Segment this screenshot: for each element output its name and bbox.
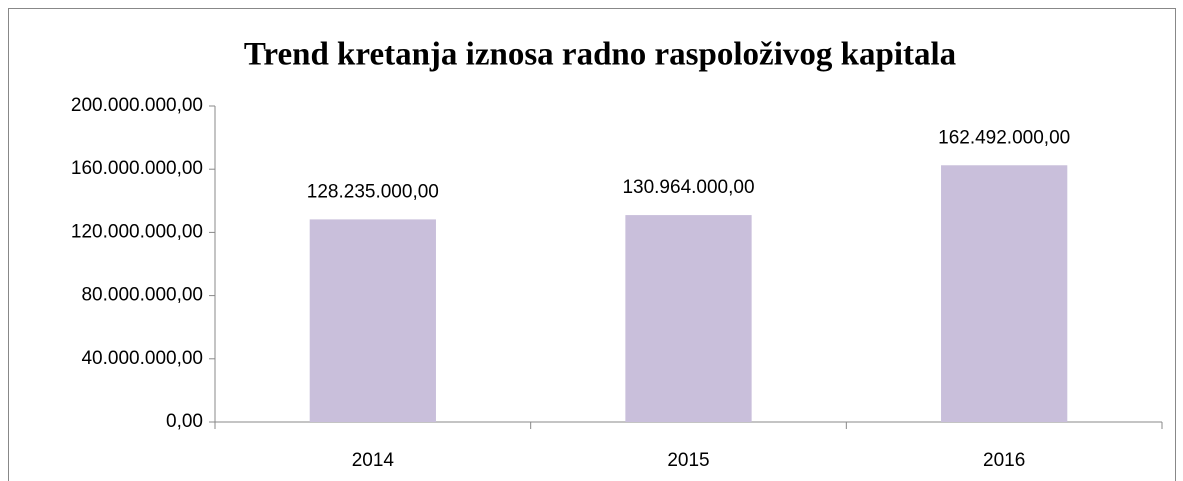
- x-tick-label: 2015: [667, 450, 709, 471]
- bar: [309, 219, 436, 422]
- y-tick-label: 120.000.000,00: [71, 221, 203, 242]
- bar: [941, 165, 1068, 422]
- y-tick-label: 200.000.000,00: [71, 95, 203, 116]
- x-tick-label: 2014: [352, 450, 395, 471]
- data-label: 128.235.000,00: [307, 181, 439, 202]
- y-tick-label: 160.000.000,00: [71, 158, 203, 179]
- y-tick-label: 80.000.000,00: [81, 285, 203, 306]
- data-label: 162.492.000,00: [938, 127, 1070, 148]
- chart-title: Trend kretanja iznosa radno raspoloživog…: [244, 37, 956, 73]
- data-label: 130.964.000,00: [622, 177, 754, 198]
- y-tick-label: 0,00: [166, 411, 203, 432]
- x-tick-label: 2016: [983, 450, 1025, 471]
- chart-border: [8, 8, 1176, 481]
- y-tick-label: 40.000.000,00: [81, 348, 203, 369]
- bar: [625, 215, 752, 422]
